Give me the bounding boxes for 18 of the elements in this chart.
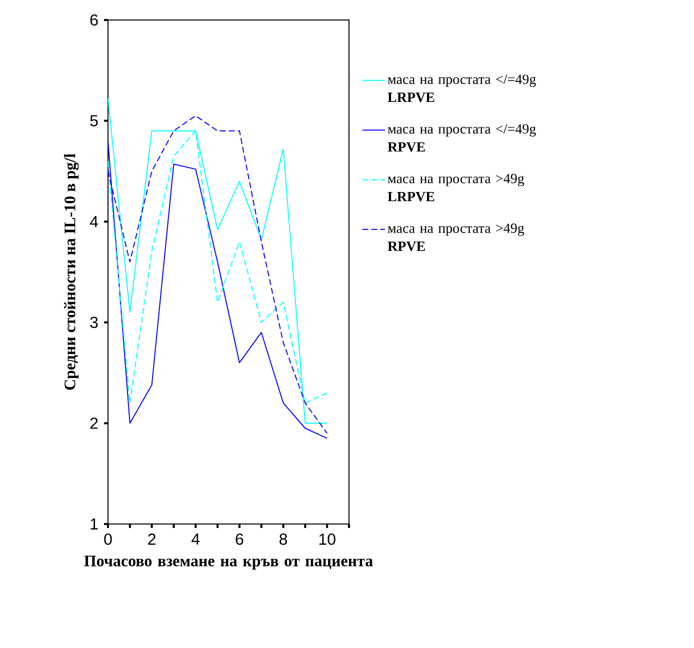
x-tick-label: 8 [280, 534, 288, 545]
legend-label: маса на простата >49g LRPVE [388, 174, 524, 202]
y-tick-label: 2 [90, 418, 98, 429]
legend-label: маса на простата </=49g RPVE [388, 124, 536, 152]
x-tick-label: 10 [319, 534, 336, 545]
y-axis-title: Средни стойности на IL-10 в pg/l [64, 154, 79, 390]
y-tick-label: 4 [90, 216, 98, 228]
y-tick-label: 1 [90, 518, 98, 530]
y-tick-label: 6 [90, 14, 98, 26]
x-tick-label: 4 [192, 534, 200, 545]
y-tick-label: 5 [90, 115, 98, 126]
x-tick-label: 6 [236, 534, 244, 545]
legend-label: маса на простата >49g RPVE [388, 224, 524, 252]
x-axis-title: Почасово вземане на кръв от пациента [84, 556, 373, 570]
x-tick-label: 2 [148, 534, 156, 545]
x-tick-label: 0 [104, 534, 112, 545]
y-tick-label: 3 [90, 316, 98, 328]
legend-label: маса на простата </=49g LRPVE [388, 74, 536, 102]
